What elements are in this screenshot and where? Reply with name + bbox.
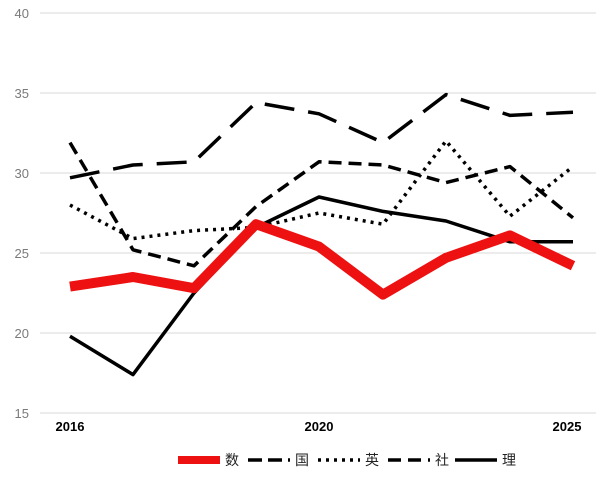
legend-label: 社 [435, 453, 449, 469]
legend-label: 数 [225, 453, 239, 469]
legend-label: 理 [502, 453, 516, 469]
series-line-1 [69, 219, 576, 300]
y-tick-label: 35 [15, 86, 29, 101]
x-tick-label: 2025 [553, 419, 582, 434]
legend: 数国英社理 [178, 452, 516, 469]
x-axis-ticks: 2016 2020 2025 [56, 419, 582, 434]
y-tick-label: 15 [15, 406, 29, 421]
series-line-5 [69, 195, 573, 377]
grid-lines [40, 12, 596, 414]
y-tick-label: 25 [15, 246, 29, 261]
y-axis-ticks: 15 20 25 30 35 40 [15, 6, 29, 421]
legend-label: 国 [295, 453, 309, 469]
x-tick-label: 2016 [56, 419, 85, 434]
series-line-3 [69, 139, 575, 241]
legend-label: 英 [365, 452, 379, 469]
y-tick-label: 40 [15, 6, 29, 21]
x-tick-label: 2020 [305, 419, 334, 434]
series-lines [68, 92, 576, 377]
y-tick-label: 30 [15, 166, 29, 181]
series-line-4 [68, 141, 575, 268]
y-tick-label: 20 [15, 326, 29, 341]
series-line-2 [69, 92, 574, 180]
